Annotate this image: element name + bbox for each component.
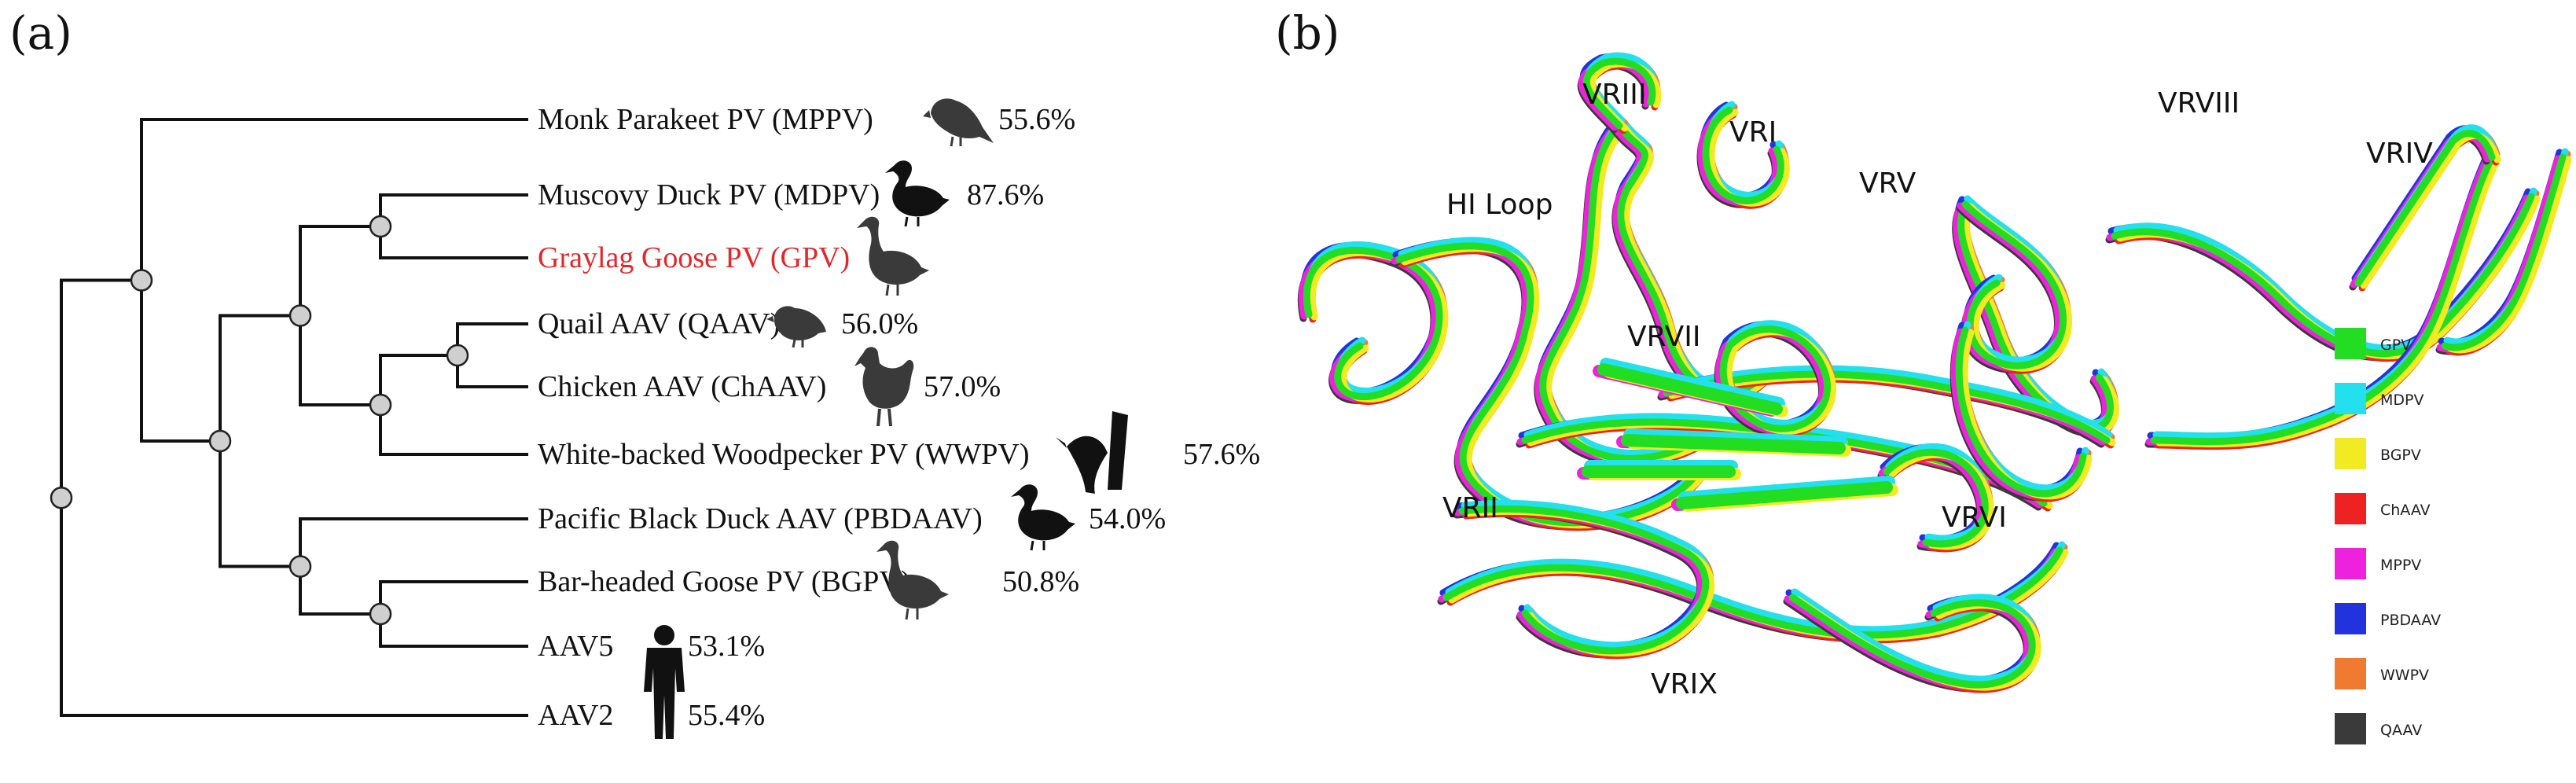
similarity-percent: 54.0% <box>1089 502 1166 535</box>
similarity-percent: 50.8% <box>1002 565 1079 598</box>
beta-sheet <box>1621 434 1846 454</box>
similarity-percent: 55.6% <box>998 103 1075 136</box>
quail-icon <box>766 306 826 348</box>
taxon-label: AAV2 <box>538 699 613 732</box>
vr-label: VRVII <box>1627 321 1701 353</box>
ribbon-strand <box>1303 246 1443 401</box>
similarity-percent: 57.0% <box>924 370 1001 403</box>
ribbon-strand <box>1536 117 1699 458</box>
human-icon <box>644 625 685 739</box>
taxon-label: Bar-headed Goose PV (BGPV) <box>538 565 911 598</box>
legend-label: WWPV <box>2380 667 2429 684</box>
beta-sheet <box>1597 363 1783 415</box>
node-marker <box>288 304 312 327</box>
ribbon-strand <box>2145 155 2491 447</box>
goose-icon <box>857 216 929 296</box>
legend-swatch <box>2335 493 2366 524</box>
vr-label: VRIII <box>1582 79 1647 111</box>
ribbon-strand <box>2155 156 2501 448</box>
node-marker <box>446 344 469 367</box>
tree-nodes <box>50 215 469 626</box>
phylogenetic-tree: Monk Parakeet PV (MPPV) 55.6% Muscovy Duck… <box>50 98 1260 739</box>
node-marker <box>369 602 392 626</box>
vr-label: VRIV <box>2366 138 2433 170</box>
legend: GPV MDPV BGPV ChAAV MPPV PBDAAV WWPV QAAV <box>2335 328 2441 744</box>
legend-swatch <box>2335 328 2366 359</box>
node-marker <box>130 269 153 292</box>
taxon-label: Quail AAV (QAAV) <box>538 307 780 340</box>
ribbon-strand <box>1544 119 1707 459</box>
ribbon-strand <box>1665 365 2113 439</box>
taxon-label: Pacific Black Duck AAV (PBDAAV) <box>538 502 983 535</box>
ribbon-strand <box>2441 153 2567 351</box>
variable-region-labels: VRIII VRI VRV VRVIII VRIV HI Loop VRVII VRII VRV… <box>1442 79 2433 700</box>
legend-label: ChAAV <box>2380 502 2431 519</box>
ribbon-strand <box>1883 448 1989 548</box>
ribbon-overlay <box>1297 52 2572 693</box>
similarity-percent: 57.6% <box>1183 438 1260 471</box>
taxon-label: White-backed Woodpecker PV (WWPV) <box>538 438 1030 471</box>
legend-swatch <box>2335 658 2366 689</box>
ribbon-strand <box>1542 116 1704 457</box>
ribbon-strand <box>1445 541 2066 634</box>
panel-a-label: (a) <box>9 6 72 60</box>
parrot-icon <box>923 98 994 147</box>
vr-label: VRI <box>1729 116 1777 149</box>
taxon-label: Monk Parakeet PV (MPPV) <box>538 103 873 136</box>
legend-swatch <box>2335 603 2366 634</box>
legend-swatch <box>2335 383 2366 414</box>
node-marker <box>208 429 232 453</box>
vr-label: VRV <box>1859 167 1916 200</box>
taxon-label: Graylag Goose PV (GPV) <box>538 241 850 274</box>
woodpecker-icon <box>1056 411 1128 494</box>
ribbon-strand <box>1582 57 1656 130</box>
node-marker <box>50 487 73 509</box>
ribbon-strand <box>1955 326 2087 498</box>
ribbon-strand <box>1957 200 2114 432</box>
tree-icons <box>644 98 1128 739</box>
legend-label: PBDAAV <box>2380 612 2441 629</box>
legend-label: QAAV <box>2380 722 2422 739</box>
vr-label: VRII <box>1442 492 1498 524</box>
similarity-percent: 87.6% <box>967 178 1044 211</box>
node-marker <box>369 393 392 417</box>
vr-label: VRIX <box>1651 668 1718 700</box>
ribbon-strand <box>2354 130 2496 287</box>
legend-swatch <box>2335 713 2366 744</box>
chicken-icon <box>854 347 914 427</box>
ribbon-strand <box>1539 122 1702 462</box>
node-marker <box>288 555 312 578</box>
ribbon-strand <box>1663 370 2111 444</box>
structure-superposition: VRIII VRI VRV VRVIII VRIV HI Loop VRVII VRII VRV… <box>1297 52 2572 744</box>
vr-label: VRVI <box>1942 502 2007 534</box>
legend-label: GPV <box>2380 336 2411 354</box>
panel-b-label: (b) <box>1275 6 1340 60</box>
ribbon-strand <box>1788 594 2036 689</box>
beta-sheet <box>1676 481 1893 509</box>
goose-icon <box>876 540 949 620</box>
legend-swatch <box>2335 438 2366 469</box>
node-marker <box>369 215 392 238</box>
ribbon-strand <box>1458 505 1710 655</box>
ribbon-strand <box>2446 156 2572 354</box>
taxon-label: AAV5 <box>538 630 613 663</box>
taxon-label: Chicken AAV (ChAAV) <box>538 370 826 403</box>
vr-label: HI Loop <box>1446 189 1553 221</box>
similarity-percent: 56.0% <box>841 307 918 340</box>
similarity-percent: 55.4% <box>688 699 765 732</box>
legend-label: MPPV <box>2380 557 2421 574</box>
ribbon-strand <box>1702 106 1784 204</box>
ribbon-strand <box>1534 123 1697 464</box>
similarity-percent: 53.1% <box>688 630 765 663</box>
tree-labels: Monk Parakeet PV (MPPV) 55.6% Muscovy Duck… <box>538 103 1260 732</box>
taxon-label: Muscovy Duck PV (MDPV) <box>538 178 880 211</box>
legend-label: MDPV <box>2380 392 2423 409</box>
tree-branches <box>60 118 528 717</box>
legend-swatch <box>2335 548 2366 579</box>
vr-label: VRVIII <box>2158 87 2240 119</box>
duck-icon <box>885 160 950 227</box>
legend-label: BGPV <box>2380 447 2421 464</box>
ribbon-strand <box>2150 153 2496 446</box>
duck-icon <box>1011 484 1075 551</box>
